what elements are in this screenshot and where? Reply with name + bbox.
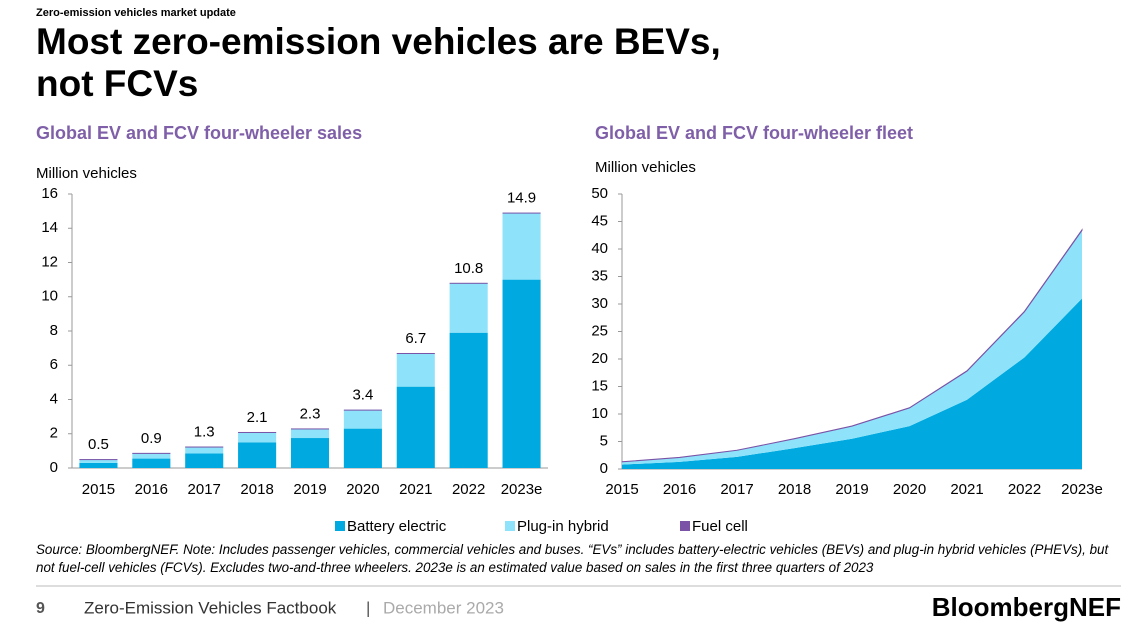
y-tick-label: 10 — [591, 405, 608, 422]
x-tick-label: 2015 — [82, 481, 115, 498]
x-tick-label: 2021 — [950, 481, 983, 498]
bar-segment — [502, 212, 541, 280]
area — [621, 228, 1083, 463]
y-tick-label: 0 — [600, 460, 608, 477]
y-tick-label: 6 — [50, 356, 58, 373]
x-tick-label: 2023e — [501, 481, 543, 498]
y-tick-label: 30 — [591, 295, 608, 312]
y-tick-label: 20 — [591, 350, 608, 367]
x-tick-label: 2021 — [399, 481, 432, 498]
bar-segment — [79, 462, 118, 468]
bar-segment — [132, 452, 171, 454]
total-label: 1.3 — [194, 424, 215, 441]
x-tick-label: 2017 — [188, 481, 221, 498]
area — [622, 298, 1082, 469]
bar-segment — [132, 458, 171, 468]
x-tick-label: 2018 — [778, 481, 811, 498]
y-tick-label: 25 — [591, 322, 608, 339]
total-label: 0.9 — [141, 430, 162, 447]
y-tick-label: 0 — [50, 459, 58, 476]
x-tick-label: 2019 — [835, 481, 868, 498]
y-tick-label: 5 — [600, 432, 608, 449]
y-axis-label: Million vehicles — [36, 165, 137, 182]
publication: Zero-Emission Vehicles Factbook — [84, 598, 337, 617]
bar-segment — [449, 282, 488, 284]
bar-segment — [290, 428, 330, 439]
x-tick-label: 2018 — [240, 481, 273, 498]
y-tick-label: 4 — [50, 390, 58, 407]
title: Most zero-emission vehicles are BEVs, — [36, 21, 721, 62]
total-label: 6.7 — [405, 330, 426, 347]
x-tick-label: 2016 — [135, 481, 168, 498]
total-label: 2.3 — [300, 405, 321, 422]
bar-segment — [343, 428, 382, 468]
y-tick-label: 12 — [41, 253, 58, 270]
bar-segment — [185, 453, 224, 468]
total-label: 2.1 — [247, 409, 268, 426]
chart-title: Global EV and FCV four-wheeler sales — [36, 123, 362, 143]
bar-segment — [79, 459, 118, 461]
bar-segment — [238, 431, 277, 433]
bar-segment — [343, 409, 382, 411]
bar-segment — [449, 283, 488, 333]
y-tick-label: 14 — [41, 219, 58, 236]
legend-swatch — [505, 521, 515, 531]
legend-label: Fuel cell — [692, 518, 748, 535]
y-tick-label: 50 — [591, 185, 608, 202]
logo: BloombergNEF — [932, 592, 1121, 622]
y-tick-label: 2 — [50, 425, 58, 442]
y-tick-label: 16 — [41, 185, 58, 202]
total-label: 0.5 — [88, 436, 109, 453]
bar-segment — [290, 428, 330, 430]
legend-label: Plug-in hybrid — [517, 518, 609, 535]
bar-segment — [238, 442, 277, 468]
bar-segment — [238, 432, 277, 443]
x-tick-label: 2022 — [452, 481, 485, 498]
y-axis-label: Million vehicles — [595, 159, 696, 176]
x-tick-label: 2023e — [1061, 481, 1103, 498]
x-tick-label: 2015 — [605, 481, 638, 498]
kicker: Zero-emission vehicles market update — [36, 7, 236, 19]
y-tick-label: 15 — [591, 377, 608, 394]
legend-label: Battery electric — [347, 518, 447, 535]
separator: | — [366, 598, 370, 617]
bar-segment — [132, 452, 171, 459]
x-tick-label: 2022 — [1008, 481, 1041, 498]
legend-swatch — [335, 521, 345, 531]
x-tick-label: 2020 — [346, 481, 379, 498]
bar-segment — [185, 446, 224, 454]
legend-swatch — [680, 521, 690, 531]
page-number: 9 — [36, 600, 45, 617]
y-tick-label: 45 — [591, 212, 608, 229]
y-tick-label: 10 — [41, 288, 58, 305]
bar-segment — [185, 446, 224, 448]
bar-segment — [396, 386, 435, 468]
x-tick-label: 2017 — [720, 481, 753, 498]
bar-segment — [396, 352, 435, 354]
bar-segment — [79, 459, 118, 463]
total-label: 14.9 — [507, 190, 536, 207]
date: December 2023 — [383, 598, 504, 617]
x-tick-label: 2020 — [893, 481, 926, 498]
x-tick-label: 2016 — [663, 481, 696, 498]
title: not FCVs — [36, 63, 198, 104]
source-note: Source: BloombergNEF. Note: Includes pas… — [36, 542, 1109, 575]
bar-segment — [502, 279, 541, 468]
chart-title: Global EV and FCV four-wheeler fleet — [595, 123, 913, 143]
total-label: 10.8 — [454, 260, 483, 277]
bar-segment — [502, 212, 541, 214]
x-tick-label: 2019 — [293, 481, 326, 498]
y-tick-label: 35 — [591, 267, 608, 284]
bar-segment — [343, 409, 382, 429]
y-tick-label: 40 — [591, 240, 608, 257]
total-label: 3.4 — [352, 387, 373, 404]
bar-segment — [449, 332, 488, 468]
bar-segment — [396, 353, 435, 387]
bar-segment — [290, 438, 330, 468]
y-tick-label: 8 — [50, 322, 58, 339]
